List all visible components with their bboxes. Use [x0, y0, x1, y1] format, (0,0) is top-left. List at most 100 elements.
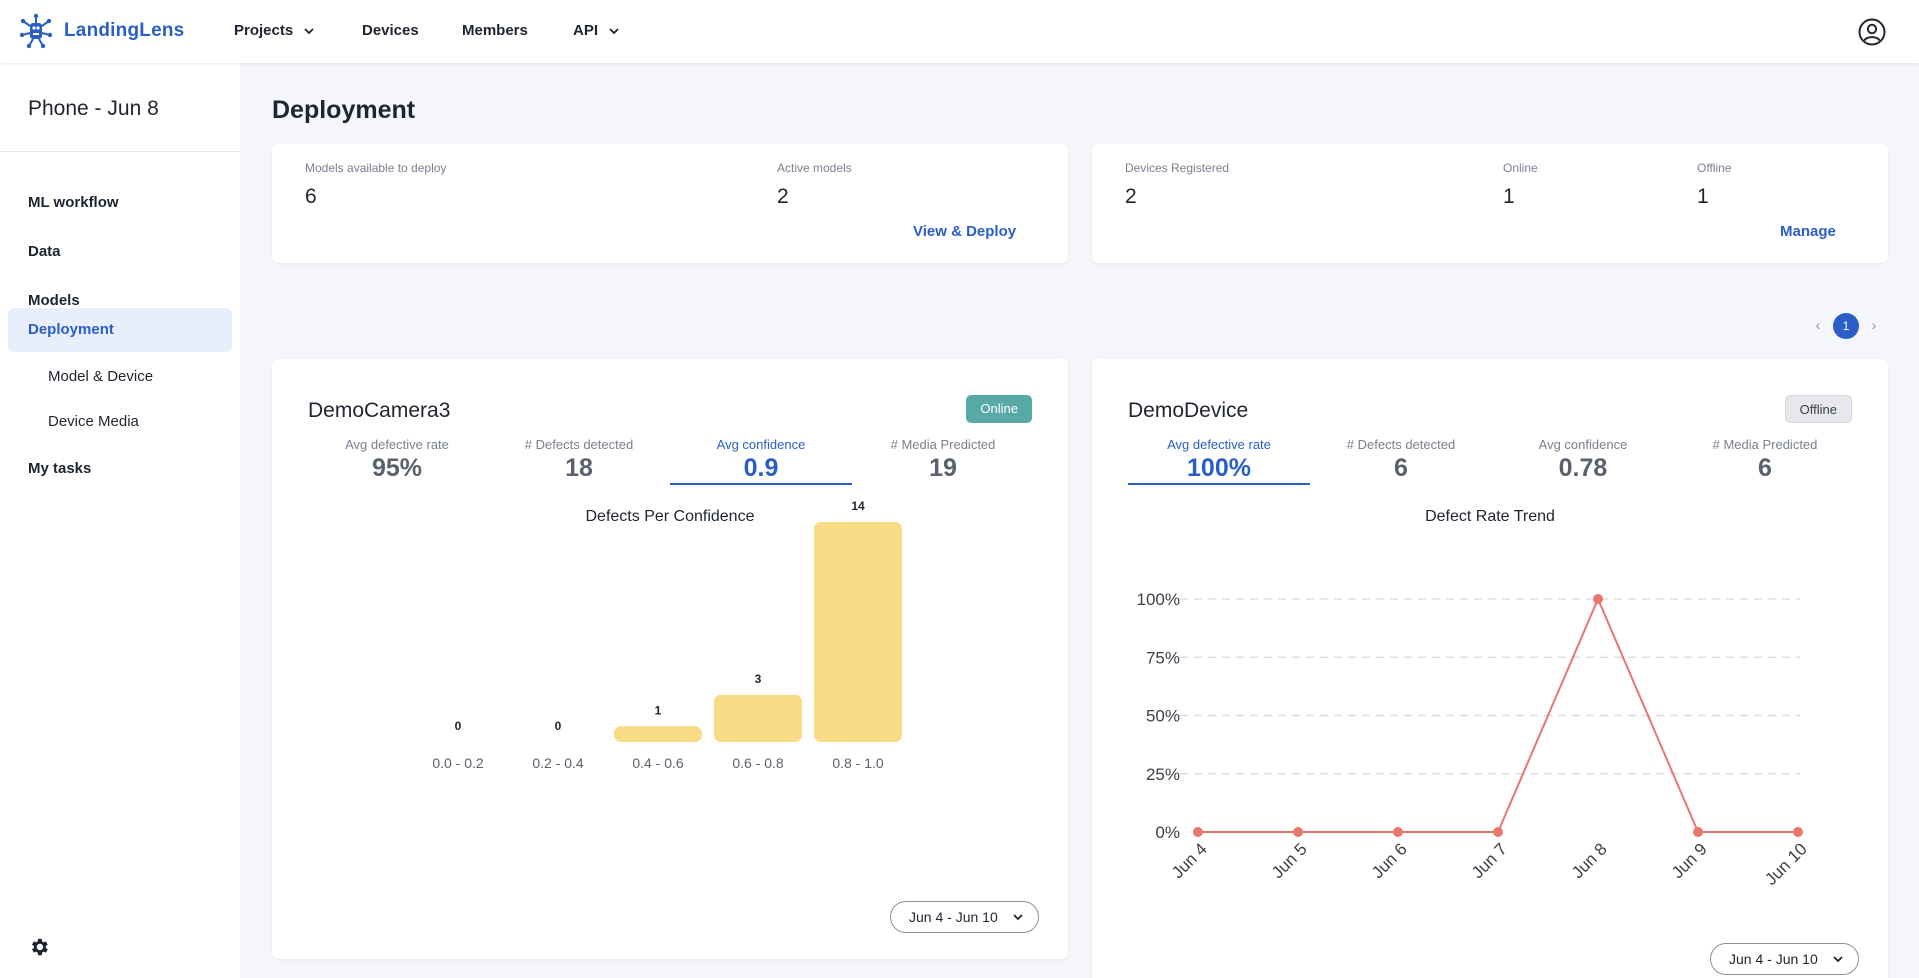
gear-icon[interactable]: [28, 936, 50, 958]
data-point: [1593, 594, 1603, 604]
nav-members-label: Members: [462, 22, 528, 39]
metric-avg-defective-rate[interactable]: Avg defective rate 100%: [1128, 437, 1310, 485]
nav-projects-label: Projects: [234, 22, 294, 39]
models-summary-card: Models available to deploy 6 Active mode…: [272, 144, 1068, 263]
sidebar-subitem-device-media[interactable]: Device Media: [48, 413, 139, 430]
data-point: [1193, 827, 1203, 837]
bar-data-label: 14: [851, 499, 865, 513]
pagination-page-button[interactable]: 1: [1833, 313, 1859, 339]
sidebar-item-ml-workflow[interactable]: ML workflow: [28, 194, 119, 211]
x-tick-label: 0.4 - 0.6: [632, 755, 684, 771]
metric-avg-defective-rate[interactable]: Avg defective rate 95%: [306, 437, 488, 483]
x-tick-label: Jun 9: [1668, 839, 1711, 882]
sidebar-item-data[interactable]: Data: [28, 243, 61, 260]
logo-text: LandingLens: [64, 20, 185, 41]
metric-value: 95%: [371, 454, 423, 482]
metric-defects-detected[interactable]: # Defects detected 18: [488, 437, 670, 483]
metric-value: 0.9: [743, 454, 779, 482]
chevron-down-icon: [1013, 914, 1023, 921]
metric-value: 18: [565, 454, 593, 482]
manage-link[interactable]: Manage: [1780, 223, 1836, 240]
x-tick-label: 0.2 - 0.4: [532, 755, 584, 771]
user-circle-icon[interactable]: [1858, 18, 1886, 46]
data-point: [1393, 827, 1403, 837]
metric-media-predicted[interactable]: # Media Predicted 19: [852, 437, 1034, 483]
view-deploy-link[interactable]: View & Deploy: [913, 223, 1017, 240]
defect-rate-trend-chart: 0% 25% 50% 75% 100% Jun 4 Jun 5 Jun 6 Jun 7 Jun 8…: [1137, 590, 1811, 889]
device-name: DemoDevice: [1128, 399, 1249, 422]
metric-label: Avg defective rate: [1167, 437, 1271, 452]
bar-data-label: 0: [455, 719, 462, 733]
x-tick-label: Jun 6: [1368, 839, 1411, 882]
x-tick-label: Jun 4: [1168, 839, 1211, 882]
series-line: [1198, 596, 1798, 833]
y-tick-label: 75%: [1146, 648, 1180, 667]
chart-bar: [714, 694, 802, 742]
status-badge: Online: [966, 395, 1032, 423]
sidebar-item-my-tasks[interactable]: My tasks: [28, 460, 92, 477]
sidebar-item-models[interactable]: Models: [28, 292, 80, 309]
metric-media-predicted[interactable]: # Media Predicted 6: [1674, 437, 1856, 483]
data-point: [1793, 827, 1803, 837]
metric-label: Avg confidence: [1538, 437, 1628, 452]
sidebar-item-deployment[interactable]: Deployment: [8, 308, 232, 352]
metric-label: Avg defective rate: [345, 437, 449, 452]
date-range-value: Jun 4 - Jun 10: [1729, 951, 1818, 967]
date-range-select[interactable]: Jun 4 - Jun 10: [890, 901, 1039, 933]
chart-title: Defect Rate Trend: [1425, 508, 1555, 525]
y-tick-label: 50%: [1146, 707, 1180, 726]
y-tick-label: 25%: [1146, 765, 1180, 784]
metric-label: # Media Predicted: [890, 437, 996, 452]
pagination-next-button[interactable]: ›: [1871, 317, 1877, 333]
chart-bar: [814, 522, 902, 742]
device-card-demodevice: DemoDevice Offline Avg defective rate 10…: [1092, 359, 1888, 978]
x-tick-label: Jun 5: [1268, 839, 1311, 882]
data-point: [1693, 827, 1703, 837]
x-tick-label: 0.8 - 1.0: [832, 755, 884, 771]
online-label: Online: [1503, 161, 1538, 175]
nav-devices-label: Devices: [362, 22, 419, 39]
nav-members[interactable]: Members: [462, 22, 528, 39]
nav-projects[interactable]: Projects: [234, 22, 315, 39]
device-card-democamera3: DemoCamera3 Online Avg defective rate 95…: [272, 359, 1068, 959]
nav-api-label: API: [573, 22, 599, 39]
devices-registered-label: Devices Registered: [1125, 161, 1230, 175]
metric-defects-detected[interactable]: # Defects detected 6: [1310, 437, 1492, 483]
date-range-value: Jun 4 - Jun 10: [909, 909, 998, 925]
status-badge: Offline: [1784, 395, 1852, 423]
metric-label: # Defects detected: [1346, 437, 1456, 452]
x-tick-label: Jun 7: [1468, 839, 1511, 882]
chevron-down-icon: [609, 27, 619, 34]
sidebar-subitem-model-device[interactable]: Model & Device: [48, 368, 154, 385]
chart-title: Defects Per Confidence: [585, 508, 755, 525]
landinglens-logo-icon: [19, 13, 53, 49]
active-models-label: Active models: [777, 161, 852, 175]
sidebar-divider: [0, 151, 240, 152]
metric-value: 100%: [1187, 454, 1251, 482]
metric-avg-confidence[interactable]: Avg confidence 0.9: [670, 437, 852, 485]
chevron-down-icon: [1833, 956, 1843, 963]
x-tick-label: 0.6 - 0.8: [732, 755, 784, 771]
project-title: Phone - Jun 8: [28, 97, 159, 120]
date-range-select[interactable]: Jun 4 - Jun 10: [1710, 943, 1859, 975]
nav-devices[interactable]: Devices: [362, 22, 419, 39]
online-value: 1: [1503, 185, 1515, 208]
metric-value: 6: [1394, 454, 1408, 482]
logo[interactable]: LandingLens: [19, 13, 184, 49]
metric-avg-confidence[interactable]: Avg confidence 0.78: [1492, 437, 1674, 483]
metric-value: 6: [1758, 454, 1772, 482]
device-name: DemoCamera3: [308, 399, 451, 422]
x-tick-label: 0.0 - 0.2: [432, 755, 484, 771]
nav-api[interactable]: API: [573, 22, 620, 39]
models-available-value: 6: [305, 185, 317, 208]
models-available-label: Models available to deploy: [305, 161, 447, 175]
y-tick-label: 0%: [1155, 823, 1180, 842]
x-tick-label: Jun 10: [1761, 839, 1811, 889]
pagination-prev-button[interactable]: ‹: [1815, 317, 1821, 333]
offline-label: Offline: [1697, 161, 1732, 175]
devices-registered-value: 2: [1125, 185, 1137, 208]
devices-summary-card: Devices Registered 2 Online 1 Offline 1 …: [1092, 144, 1888, 263]
metric-label: Avg confidence: [716, 437, 806, 452]
top-navigation-bar: LandingLens Projects Devices Members API: [0, 0, 1919, 63]
metric-value: 0.78: [1558, 454, 1608, 482]
